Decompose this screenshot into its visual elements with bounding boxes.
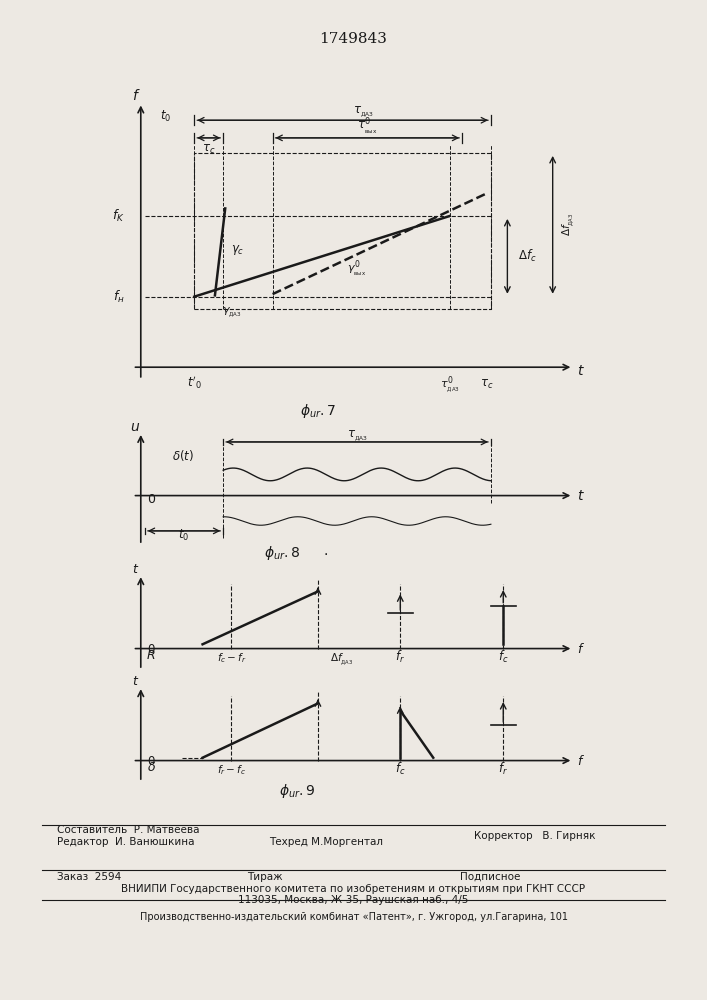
Text: t: t — [578, 364, 583, 378]
Text: $t_0$: $t_0$ — [178, 528, 189, 543]
Text: 0: 0 — [147, 643, 154, 656]
Text: f: f — [132, 89, 137, 103]
Text: $f_K$: $f_K$ — [112, 208, 124, 224]
Text: 0: 0 — [147, 493, 155, 506]
Text: $\tau^0_{_{\rm{ДАЗ}}}$: $\tau^0_{_{\rm{ДАЗ}}}$ — [440, 375, 460, 396]
Text: $\Delta f_{_{\rm{ДАЗ}}}$: $\Delta f_{_{\rm{ДАЗ}}}$ — [330, 651, 354, 667]
Text: $f_r$: $f_r$ — [395, 649, 405, 665]
Text: $f_c - f_r$: $f_c - f_r$ — [216, 651, 246, 665]
Text: Подписное: Подписное — [460, 872, 520, 882]
Text: $\phi_{ur}. 7$: $\phi_{ur}. 7$ — [300, 402, 337, 420]
Text: f: f — [578, 755, 582, 768]
Text: $f_c$: $f_c$ — [395, 761, 406, 777]
Text: 113035, Москва, Ж-35, Раушская наб., 4/5: 113035, Москва, Ж-35, Раушская наб., 4/5 — [238, 895, 469, 905]
Text: $\cdot$: $\cdot$ — [323, 546, 327, 560]
Text: t: t — [578, 489, 583, 503]
Text: $t_0$: $t_0$ — [160, 109, 171, 124]
Text: $f_c$: $f_c$ — [498, 649, 508, 665]
Text: u: u — [130, 420, 139, 434]
Text: $\delta$: $\delta$ — [147, 761, 156, 774]
Text: t: t — [132, 563, 137, 576]
Text: $\gamma_{_{\rm{ДАЗ}}}$: $\gamma_{_{\rm{ДАЗ}}}$ — [221, 306, 241, 319]
Text: $\phi_{ur}. 9$: $\phi_{ur}. 9$ — [279, 782, 315, 800]
Text: Составитель  Р. Матвеева: Составитель Р. Матвеева — [57, 825, 199, 835]
Text: Заказ  2594: Заказ 2594 — [57, 872, 121, 882]
Text: 1749843: 1749843 — [320, 32, 387, 46]
Text: Тираж: Тираж — [247, 872, 283, 882]
Text: $\tau_{_{\rm{ДАЗ}}}$: $\tau_{_{\rm{ДАЗ}}}$ — [353, 104, 374, 119]
Text: $\tau^0_{_{\rm{вых}}}$: $\tau^0_{_{\rm{вых}}}$ — [357, 115, 378, 137]
Text: Корректор   В. Гирняк: Корректор В. Гирняк — [474, 831, 595, 841]
Text: Производственно-издательский комбинат «Патент», г. Ужгород, ул.Гагарина, 101: Производственно-издательский комбинат «П… — [139, 912, 568, 922]
Text: $\phi_{ur}. 8$: $\phi_{ur}. 8$ — [264, 544, 301, 562]
Text: 0: 0 — [147, 755, 154, 768]
Text: $f_н$: $f_н$ — [112, 289, 124, 305]
Text: $\Delta f_{_{\rm{ДАЗ}}}$: $\Delta f_{_{\rm{ДАЗ}}}$ — [561, 213, 576, 236]
Text: Редактор  И. Ванюшкина: Редактор И. Ванюшкина — [57, 837, 194, 847]
Text: $\Delta f_c$: $\Delta f_c$ — [518, 248, 537, 264]
Text: $\gamma^0_{_{\rm{вых}}}$: $\gamma^0_{_{\rm{вых}}}$ — [346, 258, 366, 279]
Text: Техред М.Моргентал: Техред М.Моргентал — [269, 837, 382, 847]
Text: f: f — [578, 643, 582, 656]
Text: $\tau_{_{\rm{ДАЗ}}}$: $\tau_{_{\rm{ДАЗ}}}$ — [346, 428, 368, 443]
Text: t: t — [132, 675, 137, 688]
Text: $\gamma_c$: $\gamma_c$ — [231, 243, 245, 257]
Text: ВНИИПИ Государственного комитета по изобретениям и открытиям при ГКНТ СССР: ВНИИПИ Государственного комитета по изоб… — [122, 884, 585, 894]
Text: $f_r$: $f_r$ — [498, 761, 508, 777]
Text: $t'_0$: $t'_0$ — [187, 375, 201, 391]
Text: $\tau_c$: $\tau_c$ — [480, 378, 493, 391]
Text: R: R — [147, 649, 156, 662]
Text: $f_r - f_c$: $f_r - f_c$ — [217, 763, 246, 777]
Text: $\tau_c$: $\tau_c$ — [202, 143, 216, 156]
Text: $\delta(t)$: $\delta(t)$ — [173, 448, 194, 463]
